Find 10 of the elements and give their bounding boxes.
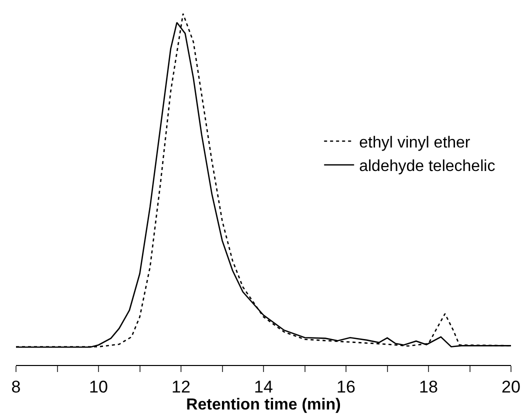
x-tick-label: 18 (419, 378, 438, 396)
x-tick-label: 12 (172, 378, 190, 396)
x-tick-label: 14 (254, 378, 273, 396)
legend-label: ethyl vinyl ether (359, 134, 471, 152)
x-tick-label: 10 (89, 378, 108, 396)
x-tick-label: 20 (502, 378, 520, 396)
x-tick-label: 8 (11, 378, 21, 396)
x-tick-label: 16 (336, 378, 356, 396)
legend-label: aldehyde telechelic (359, 158, 496, 176)
x-axis-title: Retention time (min) (186, 396, 341, 414)
